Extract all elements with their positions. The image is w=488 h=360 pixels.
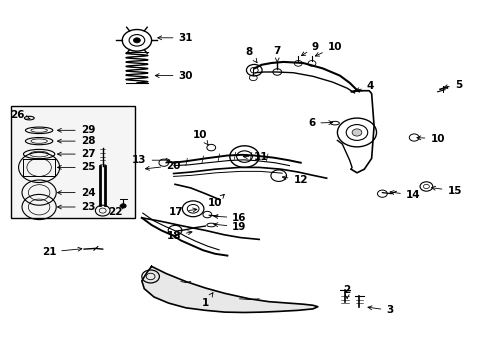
Text: 6: 6 bbox=[307, 118, 332, 128]
Text: 11: 11 bbox=[243, 152, 268, 162]
Polygon shape bbox=[142, 266, 317, 312]
Text: 10: 10 bbox=[193, 130, 208, 145]
Text: 5: 5 bbox=[443, 80, 461, 90]
Text: 2: 2 bbox=[343, 285, 350, 298]
Text: 10: 10 bbox=[416, 134, 444, 144]
Text: 12: 12 bbox=[282, 175, 307, 185]
Text: 20: 20 bbox=[145, 161, 181, 171]
Text: 17: 17 bbox=[168, 207, 196, 217]
Text: 27: 27 bbox=[58, 149, 95, 159]
Text: 10: 10 bbox=[315, 42, 342, 56]
Text: 24: 24 bbox=[58, 188, 95, 198]
Circle shape bbox=[120, 204, 126, 208]
Text: 3: 3 bbox=[367, 305, 393, 315]
Circle shape bbox=[133, 38, 140, 43]
Text: 1: 1 bbox=[202, 293, 213, 308]
Bar bbox=[11, 106, 135, 218]
Text: 8: 8 bbox=[245, 47, 257, 63]
Text: 23: 23 bbox=[58, 202, 95, 212]
Text: 18: 18 bbox=[166, 231, 192, 241]
Text: 28: 28 bbox=[58, 136, 95, 146]
Text: 16: 16 bbox=[214, 213, 246, 223]
Text: 31: 31 bbox=[158, 33, 193, 43]
Text: 15: 15 bbox=[431, 186, 461, 196]
Text: 4: 4 bbox=[355, 81, 373, 91]
Text: 30: 30 bbox=[155, 71, 193, 81]
Text: 21: 21 bbox=[41, 247, 81, 257]
Text: 13: 13 bbox=[132, 155, 169, 165]
Text: 7: 7 bbox=[273, 46, 281, 62]
Text: 19: 19 bbox=[214, 222, 246, 232]
Text: 26: 26 bbox=[10, 110, 30, 120]
Text: 22: 22 bbox=[107, 204, 124, 217]
Text: 29: 29 bbox=[58, 125, 95, 135]
Text: 25: 25 bbox=[58, 162, 95, 172]
Text: 14: 14 bbox=[389, 190, 420, 200]
Text: 9: 9 bbox=[301, 42, 319, 56]
Circle shape bbox=[351, 129, 361, 136]
Text: 10: 10 bbox=[207, 194, 224, 208]
